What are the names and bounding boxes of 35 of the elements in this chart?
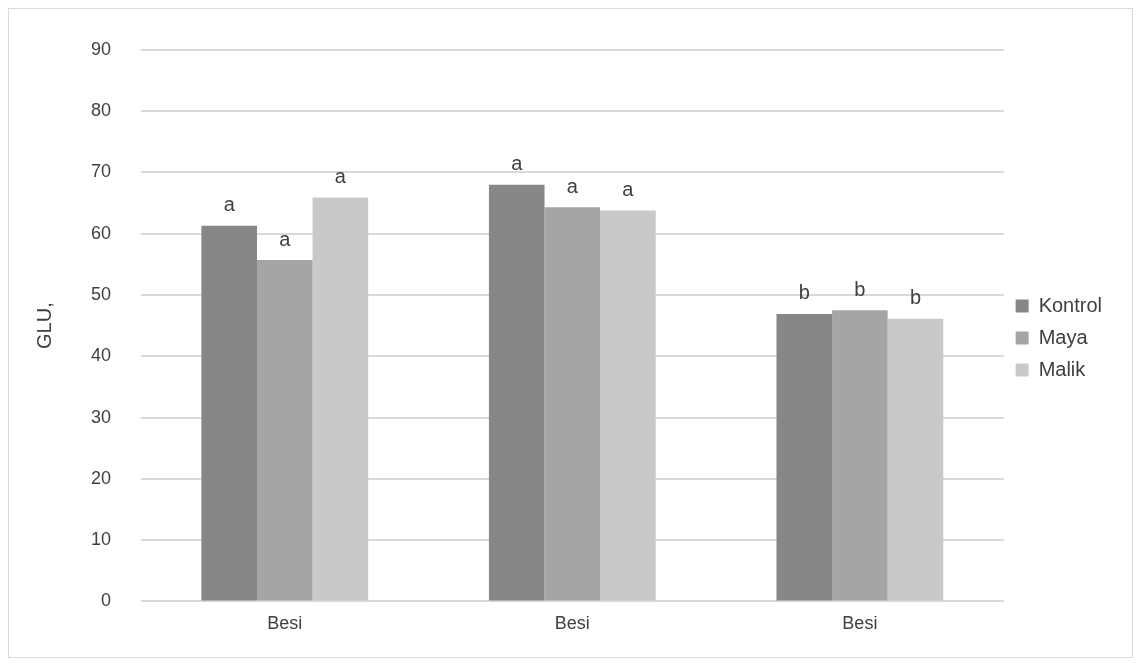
y-tick-label: 70 — [90, 161, 112, 182]
data-label: a — [279, 227, 292, 250]
bar — [257, 260, 313, 601]
data-label: a — [334, 165, 347, 188]
data-label: a — [223, 193, 236, 216]
bar — [887, 318, 944, 601]
data-label: b — [909, 286, 922, 309]
y-tick-label: 30 — [90, 406, 112, 427]
bar — [544, 207, 601, 601]
y-tick-label: 40 — [90, 345, 112, 366]
y-tick-label: 90 — [90, 38, 112, 59]
y-axis-title: GLU, — [32, 302, 55, 349]
data-label: b — [798, 281, 810, 304]
y-tick-label: 80 — [90, 100, 112, 121]
y-tick-label: 0 — [101, 590, 112, 611]
bar — [832, 310, 888, 601]
data-label: a — [566, 174, 579, 197]
bar — [776, 313, 833, 601]
data-label: b — [854, 277, 866, 300]
x-tick-label: Besi — [554, 613, 590, 634]
legend-label: Kontrol — [1038, 293, 1103, 316]
bar — [312, 197, 369, 601]
y-tick-label: 10 — [90, 529, 112, 550]
data-label: a — [622, 177, 635, 200]
bar — [488, 184, 545, 601]
legend-label: Maya — [1038, 325, 1089, 348]
y-tick-label: 20 — [90, 467, 112, 488]
x-tick-label: Besi — [267, 613, 303, 634]
y-tick-label: 50 — [90, 283, 112, 304]
legend-label: Malik — [1038, 357, 1087, 380]
x-tick-label: Besi — [842, 613, 878, 634]
data-label: a — [511, 152, 524, 175]
y-tick-label: 60 — [90, 222, 112, 243]
bar — [201, 225, 257, 601]
bar — [600, 210, 656, 601]
